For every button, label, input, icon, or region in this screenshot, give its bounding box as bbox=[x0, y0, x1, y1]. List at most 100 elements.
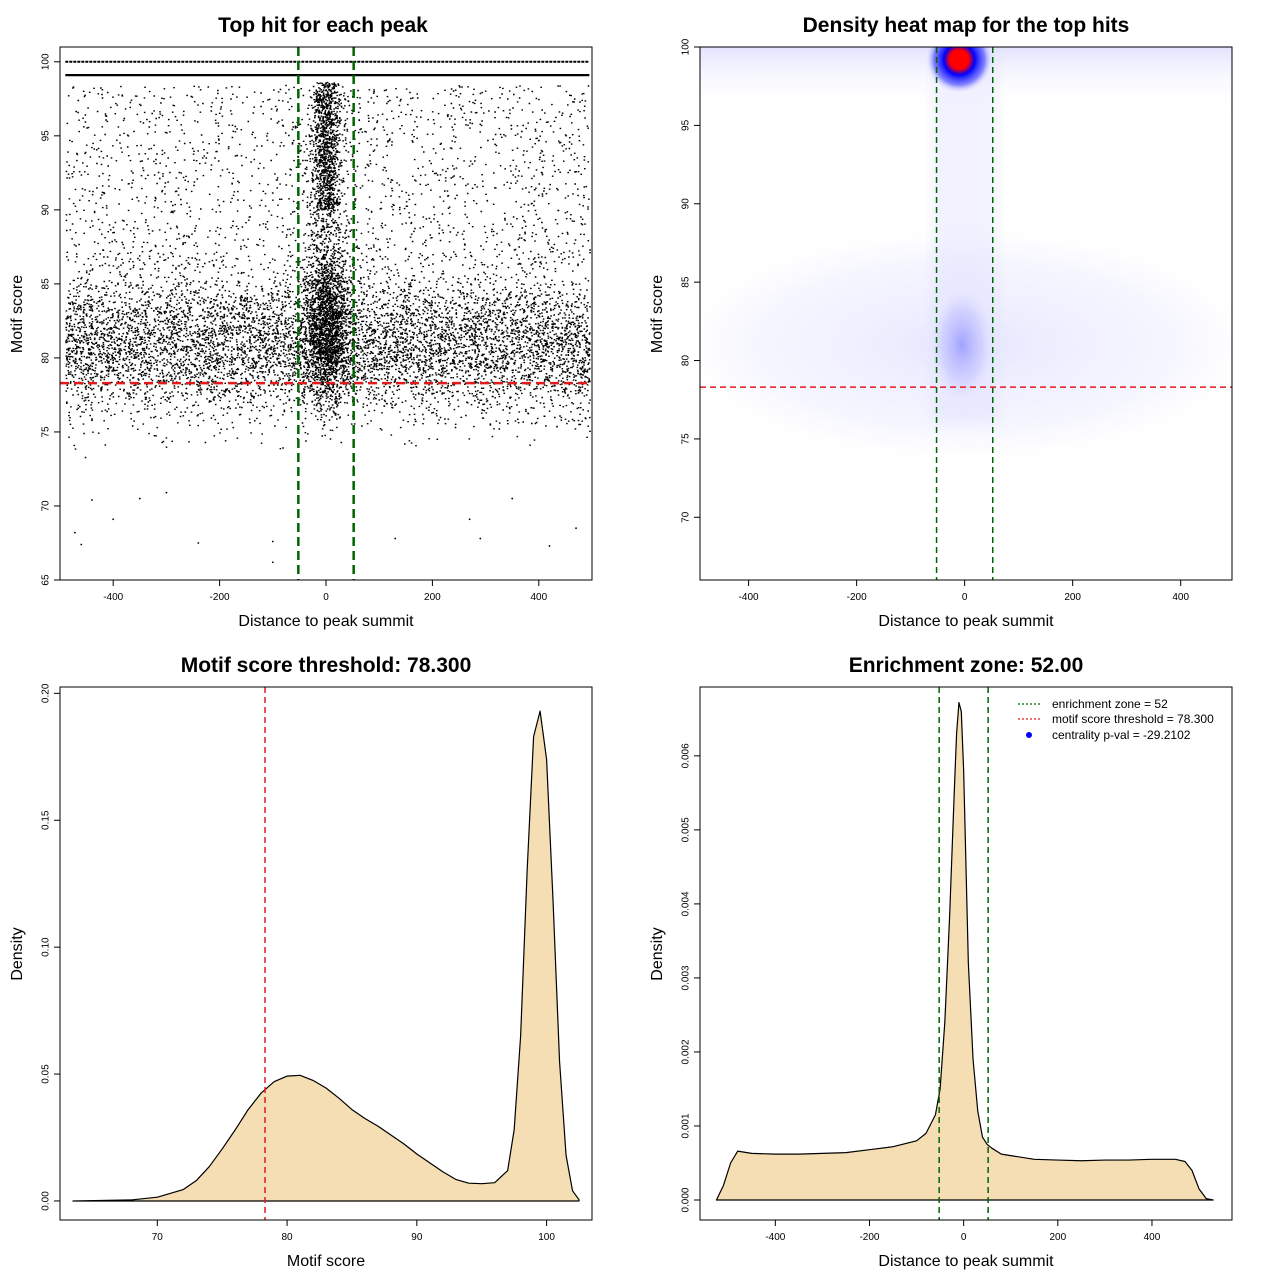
y-tick-label: 80 bbox=[681, 355, 692, 367]
scatter-point bbox=[138, 497, 141, 500]
score-density-panel: Motif score threshold: 78.300 70 80 90 100 … bbox=[9, 654, 593, 1270]
y-tick-label: 0.006 bbox=[681, 743, 692, 768]
y-tick-label: 0.005 bbox=[681, 817, 692, 842]
heatmap-y-axis: 70 75 80 85 90 95 100 bbox=[681, 38, 701, 523]
y-tick-label: 80 bbox=[41, 352, 52, 364]
x-tick-label: 400 bbox=[530, 592, 547, 603]
scatter-point bbox=[80, 543, 83, 546]
y-tick-label: 65 bbox=[41, 574, 52, 586]
x-tick-label: -200 bbox=[859, 1232, 879, 1243]
y-tick-label: 0.001 bbox=[681, 1113, 692, 1138]
y-tick-label: 85 bbox=[681, 276, 692, 288]
y-tick-label: 0.000 bbox=[681, 1187, 692, 1212]
legend-pval-label: centrality p-val = -29.2102 bbox=[1052, 728, 1191, 742]
x-tick-label: 200 bbox=[424, 592, 441, 603]
heatmap-mid-hotspot bbox=[927, 282, 996, 407]
y-tick-label: 0.003 bbox=[681, 965, 692, 990]
heatmap-body bbox=[700, 47, 1232, 580]
heatmap-x-axis: -400 -200 0 200 400 bbox=[739, 579, 1189, 603]
scatter-point bbox=[91, 499, 93, 501]
y-tick-label: 95 bbox=[41, 130, 52, 142]
x-tick-label: 90 bbox=[411, 1232, 423, 1243]
legend-threshold-label: motif score threshold = 78.300 bbox=[1052, 712, 1214, 726]
scatter-point bbox=[548, 545, 551, 547]
legend-enrichment-label: enrichment zone = 52 bbox=[1052, 697, 1168, 711]
scatter-x-axis: -400 -200 0 200 400 bbox=[103, 579, 548, 603]
scatter-point bbox=[394, 537, 397, 540]
heatmap-y-label: Motif score bbox=[649, 275, 666, 353]
scatter-x-label: Distance to peak summit bbox=[238, 613, 414, 630]
x-tick-label: 100 bbox=[538, 1232, 555, 1243]
y-tick-label: 0.15 bbox=[41, 810, 52, 830]
x-tick-label: -400 bbox=[765, 1232, 785, 1243]
x-tick-label: -400 bbox=[739, 592, 759, 603]
heatmap-x-label: Distance to peak summit bbox=[878, 613, 1054, 630]
x-tick-label: 80 bbox=[282, 1232, 294, 1243]
score-density-title: Motif score threshold: 78.300 bbox=[181, 654, 472, 677]
scatter-point bbox=[197, 542, 200, 544]
y-tick-label: 75 bbox=[41, 426, 52, 438]
scatter-point bbox=[271, 561, 274, 564]
distance-density-y-label: Density bbox=[649, 927, 666, 980]
y-tick-label: 95 bbox=[681, 119, 692, 131]
y-tick-label: 90 bbox=[41, 204, 52, 216]
scatter-title: Top hit for each peak bbox=[218, 14, 428, 37]
density-curve bbox=[715, 701, 1214, 1201]
scatter-point bbox=[575, 527, 577, 530]
scatter-marks bbox=[60, 47, 592, 580]
y-tick-label: 70 bbox=[41, 500, 52, 512]
scatter-y-axis: 65 70 75 80 85 90 95 100 bbox=[41, 53, 61, 586]
y-tick-label: 85 bbox=[41, 278, 52, 290]
score-density-y-label: Density bbox=[9, 927, 26, 980]
legend-pval-dot bbox=[1026, 732, 1032, 738]
legend: enrichment zone = 52 motif score thresho… bbox=[1018, 697, 1214, 742]
y-tick-label: 100 bbox=[681, 38, 692, 55]
x-tick-label: -200 bbox=[847, 592, 867, 603]
distance-density-x-label: Distance to peak summit bbox=[878, 1253, 1054, 1270]
y-tick-label: 90 bbox=[681, 198, 692, 210]
scatter-y-label: Motif score bbox=[9, 275, 26, 353]
distance-density-x-axis: -400 -200 0 200 400 bbox=[765, 1219, 1161, 1243]
scatter-point bbox=[73, 531, 76, 534]
heatmap-panel: Density heat map for the top hits -400 -2… bbox=[649, 14, 1233, 630]
x-tick-label: 0 bbox=[961, 1232, 967, 1243]
y-tick-label: 0.10 bbox=[41, 937, 52, 957]
score-density-y-axis: 0.00 0.05 0.10 0.15 0.20 bbox=[41, 683, 61, 1211]
density-curve bbox=[72, 710, 580, 1202]
x-tick-label: 200 bbox=[1049, 1232, 1066, 1243]
distance-density-panel: Enrichment zone: 52.00 -400 -200 0 200 400 0… bbox=[649, 654, 1233, 1270]
scatter-point bbox=[511, 497, 514, 500]
heatmap-marks bbox=[700, 47, 1232, 580]
scatter-point bbox=[479, 537, 482, 540]
scatter-point bbox=[165, 491, 168, 494]
y-tick-label: 0.002 bbox=[681, 1039, 692, 1064]
score-density-marks bbox=[72, 687, 580, 1220]
distance-density-y-axis: 0.000 0.001 0.002 0.003 0.004 0.005 0.006 bbox=[681, 743, 701, 1213]
y-tick-label: 0.05 bbox=[41, 1064, 52, 1084]
x-tick-label: 400 bbox=[1172, 592, 1189, 603]
x-tick-label: -400 bbox=[103, 592, 123, 603]
y-tick-label: 0.20 bbox=[41, 683, 52, 703]
y-tick-label: 70 bbox=[681, 511, 692, 523]
x-tick-label: 0 bbox=[962, 592, 968, 603]
y-tick-label: 75 bbox=[681, 433, 692, 445]
y-tick-label: 100 bbox=[41, 53, 52, 70]
scatter-point bbox=[271, 540, 274, 543]
scatter-points bbox=[65, 81, 591, 564]
scatter-point bbox=[468, 518, 471, 521]
scatter-panel: Top hit for each peak -400 -200 0 200 400 65… bbox=[9, 14, 593, 630]
x-tick-label: 200 bbox=[1064, 592, 1081, 603]
x-tick-label: -200 bbox=[210, 592, 230, 603]
heatmap-peak-hotspot bbox=[925, 47, 994, 94]
heatmap-title: Density heat map for the top hits bbox=[803, 14, 1130, 37]
score-density-x-axis: 70 80 90 100 bbox=[152, 1219, 555, 1243]
x-tick-label: 70 bbox=[152, 1232, 164, 1243]
x-tick-label: 400 bbox=[1144, 1232, 1161, 1243]
score-density-x-label: Motif score bbox=[287, 1253, 365, 1270]
x-tick-label: 0 bbox=[323, 592, 329, 603]
scatter-point bbox=[112, 518, 115, 521]
y-tick-label: 0.004 bbox=[681, 891, 692, 916]
distance-density-marks bbox=[715, 687, 1214, 1220]
scatter-point-cloud bbox=[65, 81, 591, 467]
